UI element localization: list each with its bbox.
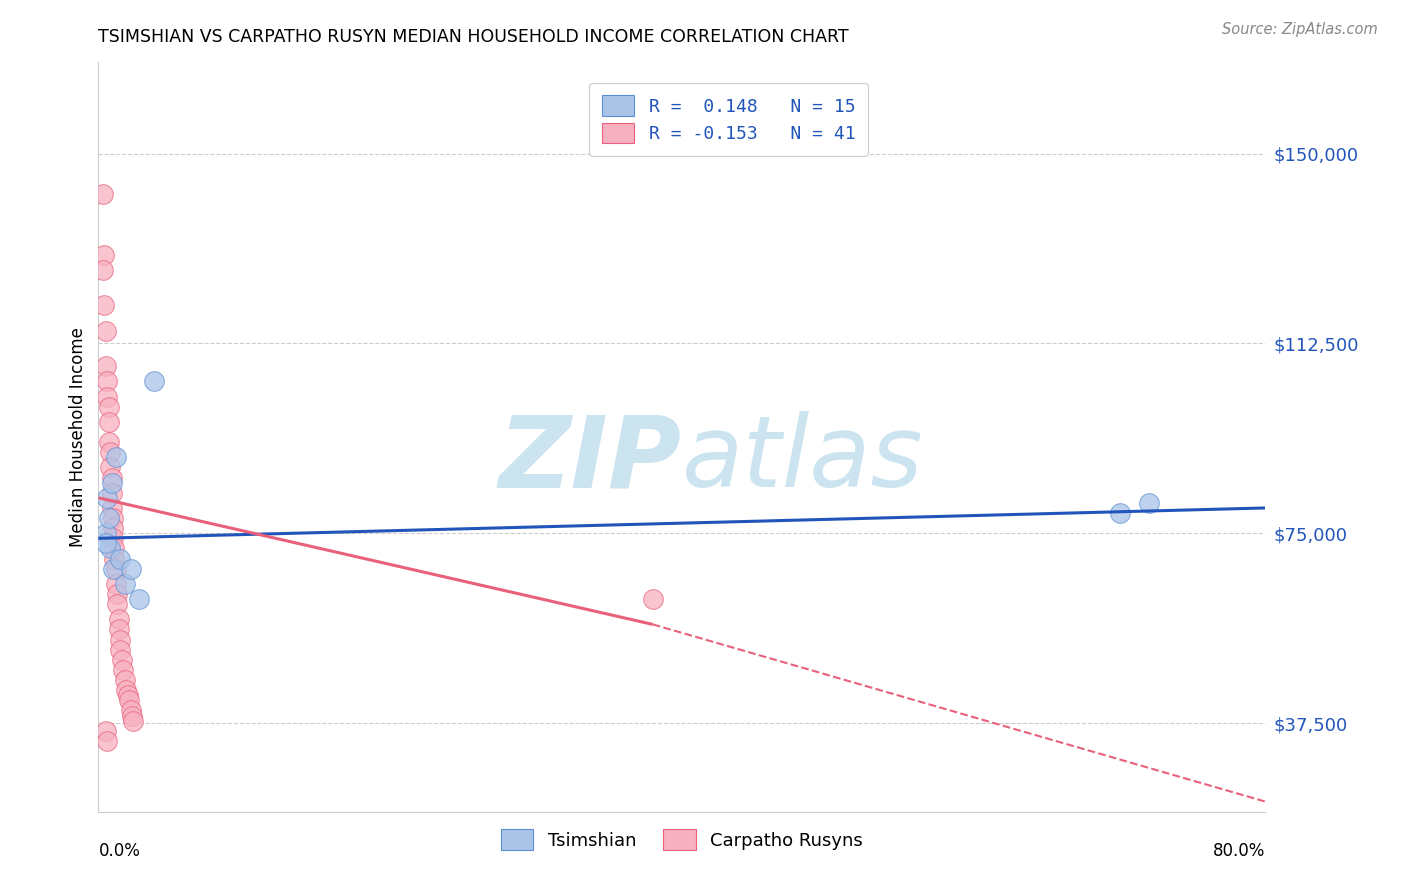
Point	[93, 298, 115, 312]
Point	[115, 683, 138, 698]
Point	[122, 714, 145, 728]
Text: TSIMSHIAN VS CARPATHO RUSYN MEDIAN HOUSEHOLD INCOME CORRELATION CHART: TSIMSHIAN VS CARPATHO RUSYN MEDIAN HOUSE…	[98, 28, 849, 45]
Point	[105, 597, 128, 611]
Point	[121, 708, 143, 723]
Point	[103, 551, 125, 566]
Point	[94, 324, 117, 338]
Point	[97, 415, 120, 429]
Point	[94, 536, 117, 550]
Text: 0.0%: 0.0%	[98, 842, 141, 860]
Point	[100, 475, 122, 490]
Point	[108, 623, 131, 637]
Point	[96, 734, 118, 748]
Point	[117, 688, 139, 702]
Point	[120, 562, 142, 576]
Point	[142, 375, 165, 389]
Text: 80.0%: 80.0%	[1213, 842, 1265, 860]
Point	[101, 521, 124, 535]
Point	[94, 359, 117, 374]
Point	[100, 500, 122, 515]
Point	[97, 511, 120, 525]
Point	[120, 703, 142, 717]
Point	[110, 642, 132, 657]
Point	[110, 551, 132, 566]
Legend: Tsimshian, Carpatho Rusyns: Tsimshian, Carpatho Rusyns	[488, 816, 876, 863]
Point	[111, 653, 134, 667]
Point	[100, 470, 122, 484]
Point	[104, 577, 127, 591]
Point	[98, 460, 121, 475]
Point	[96, 491, 118, 505]
Point	[112, 663, 135, 677]
Point	[641, 592, 664, 607]
Point	[96, 390, 118, 404]
Text: Source: ZipAtlas.com: Source: ZipAtlas.com	[1222, 22, 1378, 37]
Point	[114, 577, 136, 591]
Point	[97, 400, 120, 414]
Point	[128, 592, 150, 607]
Point	[96, 375, 118, 389]
Point	[91, 187, 114, 202]
Point	[97, 435, 120, 450]
Point	[103, 541, 125, 556]
Point	[118, 693, 141, 707]
Point	[105, 587, 128, 601]
Point	[101, 562, 124, 576]
Point	[104, 562, 127, 576]
Point	[101, 511, 124, 525]
Point	[108, 612, 131, 626]
Point	[91, 263, 114, 277]
Point	[114, 673, 136, 687]
Text: ZIP: ZIP	[499, 411, 682, 508]
Point	[101, 532, 124, 546]
Point	[93, 248, 115, 262]
Text: atlas: atlas	[682, 411, 924, 508]
Point	[94, 723, 117, 738]
Point	[1137, 496, 1160, 510]
Point	[98, 541, 121, 556]
Point	[98, 445, 121, 459]
Point	[104, 450, 127, 465]
Point	[110, 632, 132, 647]
Point	[1108, 506, 1130, 520]
Point	[100, 485, 122, 500]
Point	[94, 526, 117, 541]
Y-axis label: Median Household Income: Median Household Income	[69, 327, 87, 547]
